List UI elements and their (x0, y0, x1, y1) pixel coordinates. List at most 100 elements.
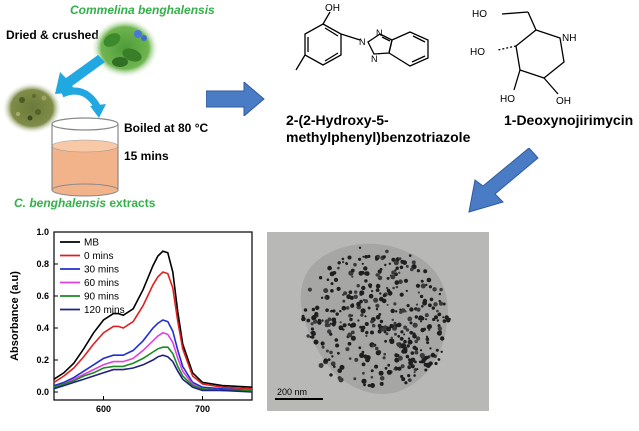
legend-label-2: 30 mins (84, 265, 119, 276)
nanoparticle (386, 369, 392, 375)
nanoparticle (410, 341, 413, 344)
nanoparticle (379, 292, 382, 295)
nanoparticle (353, 377, 357, 381)
n-label-3: N (371, 54, 378, 64)
nanoparticle (414, 350, 419, 355)
nanoparticle (405, 289, 408, 292)
nanoparticle (339, 321, 342, 324)
nanoparticle (397, 334, 401, 338)
nanoparticle (420, 327, 425, 333)
nanoparticle (393, 321, 397, 325)
nanoparticle (384, 366, 388, 370)
nanoparticle (363, 354, 368, 359)
x-tick-label-1: 700 (195, 404, 210, 414)
nanoparticle (317, 320, 322, 325)
nanoparticle (375, 346, 379, 351)
nanoparticle (395, 257, 400, 262)
nanoparticle (399, 308, 402, 311)
y-axis-label: Absorbance (a.u) (9, 271, 21, 361)
nanoparticle (370, 375, 374, 379)
nanoparticle (318, 276, 323, 280)
nanoparticle (437, 358, 441, 361)
nanoparticle (378, 370, 384, 376)
nh-label: NH (562, 33, 576, 44)
nanoparticle (429, 347, 432, 350)
legend-label-3: 60 mins (84, 278, 119, 289)
nanoparticle (416, 307, 421, 312)
arrow-right-icon (206, 82, 265, 116)
nanoparticle (425, 337, 430, 341)
nanoparticle (439, 287, 443, 292)
nanoparticle (407, 316, 413, 322)
nanoparticle (310, 327, 314, 331)
nanoparticle (348, 313, 352, 318)
nanoparticle (393, 302, 397, 306)
nanoparticle (331, 322, 336, 327)
nanoparticle (321, 345, 325, 349)
extract-label-italic: C. benghalensis (14, 196, 107, 210)
nanoparticle (412, 334, 417, 339)
plant-name: Commelina benghalensis (70, 3, 215, 17)
nanoparticle (369, 285, 372, 289)
nanoparticle (363, 266, 368, 271)
nanoparticle (412, 345, 417, 350)
nanoparticle (303, 308, 308, 312)
nanoparticle (391, 270, 395, 275)
nanoparticle (327, 265, 332, 271)
y-tick-label-2: 0.4 (36, 323, 49, 333)
nanoparticle (382, 356, 386, 360)
nanoparticle (383, 330, 387, 334)
legend-label-1: 0 mins (84, 251, 113, 262)
nanoparticle (398, 279, 403, 284)
nanoparticle (349, 317, 353, 322)
nanoparticle (324, 296, 327, 299)
nanoparticle (337, 368, 342, 373)
nanoparticle (361, 262, 364, 265)
benzotriazole-structure: OH N N N (295, 3, 429, 71)
ho-label-1: HO (472, 9, 487, 20)
nanoparticle (371, 290, 374, 293)
nanoparticle (398, 257, 402, 261)
nanoparticle (318, 363, 324, 368)
nanoparticle (410, 364, 415, 369)
y-tick-label-5: 1.0 (36, 227, 49, 237)
series-line-5 (53, 354, 253, 393)
extract-label-rest: extracts (106, 196, 156, 210)
nanoparticle (359, 290, 365, 296)
compound-1-name: 2-(2-Hydroxy-5- methylphenyl)benzotriazo… (286, 112, 470, 146)
nanoparticle (335, 312, 339, 316)
nanoparticle (329, 332, 333, 336)
nanoparticle (368, 293, 374, 299)
nanoparticle (327, 329, 332, 334)
nanoparticle (337, 261, 341, 265)
nanoparticle (363, 383, 366, 387)
nanoparticle (416, 269, 420, 273)
nanoparticle (408, 358, 411, 362)
n-label-1: N (359, 37, 366, 47)
nanoparticle (341, 305, 347, 311)
nanoparticle (409, 307, 414, 312)
nanoparticle (310, 322, 314, 326)
nanoparticle (378, 313, 382, 316)
fresh-plant-image (91, 18, 159, 78)
arrow-dry-icon (55, 55, 105, 94)
nanoparticle (410, 267, 414, 272)
nanoparticle (342, 261, 345, 264)
nanoparticle (386, 303, 389, 306)
nanoparticle (416, 336, 421, 341)
nanoparticle (432, 287, 437, 292)
nanoparticle (359, 352, 365, 358)
nanoparticle (387, 289, 391, 294)
nanoparticle (350, 268, 355, 273)
nanoparticle (342, 323, 347, 328)
nanoparticle (399, 265, 404, 270)
nanoparticle (403, 333, 406, 336)
nanoparticle (385, 249, 389, 254)
nanoparticle (410, 351, 415, 355)
nanoparticle (384, 263, 387, 267)
nanoparticle (334, 338, 339, 342)
nanoparticle (347, 323, 351, 326)
nanoparticle (435, 348, 439, 352)
nanoparticle (396, 342, 400, 346)
y-tick-label-3: 0.6 (36, 291, 49, 301)
